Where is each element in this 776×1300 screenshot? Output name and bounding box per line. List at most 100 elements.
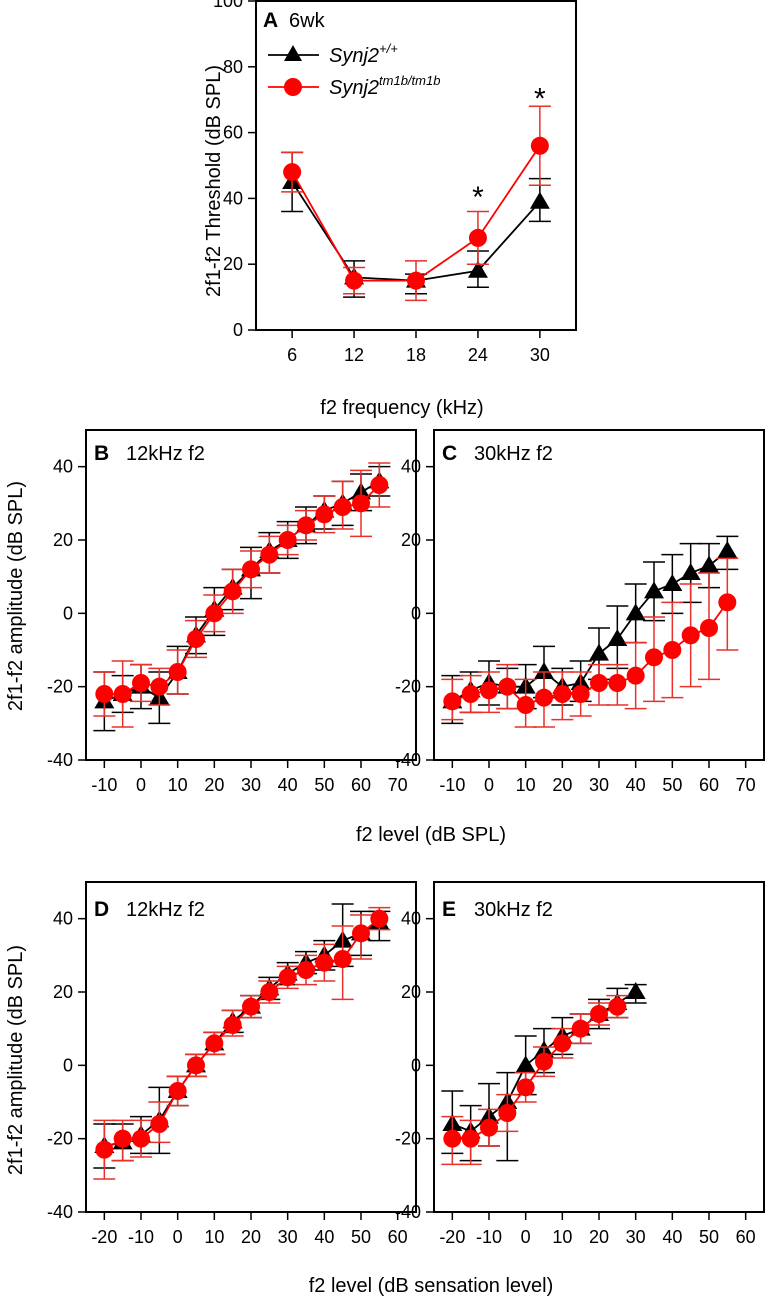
plot-frame-e — [433, 881, 765, 1213]
data-point-mut — [223, 582, 242, 601]
data-point-mut — [187, 630, 205, 648]
row2-xlabel: f2 level (dB sensation level) — [309, 1275, 554, 1297]
data-point-mut — [260, 545, 279, 564]
x-tick-label-a: 6 — [287, 345, 297, 365]
data-point-mut — [345, 271, 364, 290]
data-point-mut — [352, 494, 370, 513]
data-point-mut — [150, 1115, 169, 1133]
significance-star: * — [534, 83, 546, 116]
panel-a-title: 6wk — [289, 10, 326, 32]
y-tick-label-e: 20 — [401, 982, 421, 1002]
data-point-mut — [95, 685, 114, 703]
data-point-mut — [461, 685, 480, 703]
plot-frame-c — [433, 429, 765, 761]
y-tick-label-e: 0 — [411, 1055, 421, 1075]
panel-c-title: 30kHz f2 — [474, 443, 553, 465]
data-point-mut — [223, 1016, 242, 1034]
data-point-mut — [700, 619, 718, 637]
y-tick-label-a: 60 — [223, 123, 243, 143]
x-tick-label-d: -20 — [91, 1227, 117, 1247]
y-tick-label-c: -40 — [395, 750, 421, 770]
data-point-mut — [553, 685, 572, 703]
y-tick-label-e: -40 — [395, 1202, 421, 1222]
legend-label-mut: Synj2tm1b/tm1b — [329, 73, 440, 99]
panel-e: -40 -20 0 20 40 -20 -10 0 10 20 30 40 50 60 E 30kHz f… — [395, 881, 765, 1247]
row1-xlabel: f2 level (dB SPL) — [356, 824, 506, 846]
data-point-wt — [589, 643, 609, 661]
legend-label-wt: Synj2+/+ — [329, 41, 398, 67]
data-point-mut — [297, 516, 315, 535]
data-point-mut — [590, 1005, 608, 1023]
x-tick-label-e: 20 — [589, 1227, 609, 1247]
data-point-wt — [699, 555, 719, 573]
data-point-mut — [718, 593, 737, 612]
series-line-mut — [451, 601, 729, 707]
y-tick-label-d: 40 — [53, 909, 73, 929]
data-point-mut — [516, 696, 535, 714]
x-tick-label-e: 0 — [521, 1227, 531, 1247]
data-point-mut — [315, 953, 334, 972]
series-line-mut — [104, 484, 380, 695]
panel-a-ylabel: 2f1-f2 Threshold (dB SPL) — [203, 65, 225, 297]
data-point-mut — [132, 1129, 150, 1148]
data-point-mut — [278, 968, 297, 987]
panel-a-letter: A — [263, 9, 278, 32]
data-point-wt — [644, 581, 664, 599]
data-point-mut — [168, 663, 187, 681]
data-point-mut — [407, 271, 425, 290]
data-point-mut — [626, 666, 645, 685]
x-tick-label-c: 50 — [662, 775, 682, 795]
data-point-wt — [515, 1055, 536, 1073]
significance-star: * — [472, 181, 484, 214]
data-point-mut — [480, 681, 498, 700]
x-tick-label-e: 30 — [626, 1227, 646, 1247]
x-tick-label-c: 70 — [736, 775, 756, 795]
x-tick-label-d: 40 — [314, 1227, 334, 1247]
data-point-mut — [187, 1056, 205, 1075]
data-point-wt — [680, 563, 701, 580]
data-point-mut — [205, 1034, 224, 1053]
data-point-mut — [608, 997, 627, 1016]
legend-marker-wt — [284, 45, 302, 61]
x-tick-label-a: 18 — [406, 345, 426, 365]
x-tick-label-d: -10 — [128, 1227, 154, 1247]
data-point-mut — [663, 641, 682, 659]
x-tick-label-c: -10 — [439, 775, 465, 795]
data-point-mut — [498, 677, 517, 696]
y-tick-label-b: -20 — [47, 677, 73, 697]
x-tick-label-b: 0 — [136, 775, 146, 795]
data-point-mut — [333, 950, 352, 968]
data-point-mut — [480, 1118, 498, 1137]
row2-ylabel: 2f1-f2 amplitude (dB SPL) — [5, 945, 27, 1175]
panel-a-xlabel: f2 frequency (kHz) — [320, 397, 483, 419]
data-point-wt — [529, 191, 550, 209]
data-point-mut — [535, 688, 553, 707]
y-tick-label-a: 40 — [223, 188, 243, 208]
x-tick-label-d: 0 — [173, 1227, 183, 1247]
panel-e-title: 30kHz f2 — [474, 899, 553, 921]
data-point-mut — [590, 674, 608, 692]
data-point-mut — [553, 1034, 572, 1053]
x-tick-label-b: 20 — [204, 775, 224, 795]
data-point-mut — [443, 692, 462, 711]
plot-area-c: -40 -20 0 20 40 -10 0 10 20 30 40 50 60 70 — [395, 429, 765, 795]
data-point-mut — [370, 476, 389, 494]
y-tick-label-b: 20 — [53, 530, 73, 550]
data-point-mut — [443, 1129, 462, 1148]
data-point-mut — [278, 531, 297, 549]
plot-area-e: -40 -20 0 20 40 -20 -10 0 10 20 30 40 50 60 — [395, 881, 765, 1247]
x-tick-label-c: 40 — [626, 775, 646, 795]
x-tick-label-d: 10 — [204, 1227, 224, 1247]
y-tick-label-d: 20 — [53, 982, 73, 1002]
x-tick-label-a: 24 — [468, 345, 488, 365]
panel-e-letter: E — [442, 898, 456, 921]
x-tick-label-e: -20 — [439, 1227, 465, 1247]
y-tick-label-c: -20 — [395, 677, 421, 697]
panel-b-letter: B — [94, 442, 109, 465]
x-tick-label-b: 50 — [314, 775, 334, 795]
panel-d-letter: D — [94, 898, 109, 921]
data-point-mut — [352, 924, 370, 943]
series-line-wt — [103, 480, 380, 703]
data-point-mut — [645, 648, 663, 667]
